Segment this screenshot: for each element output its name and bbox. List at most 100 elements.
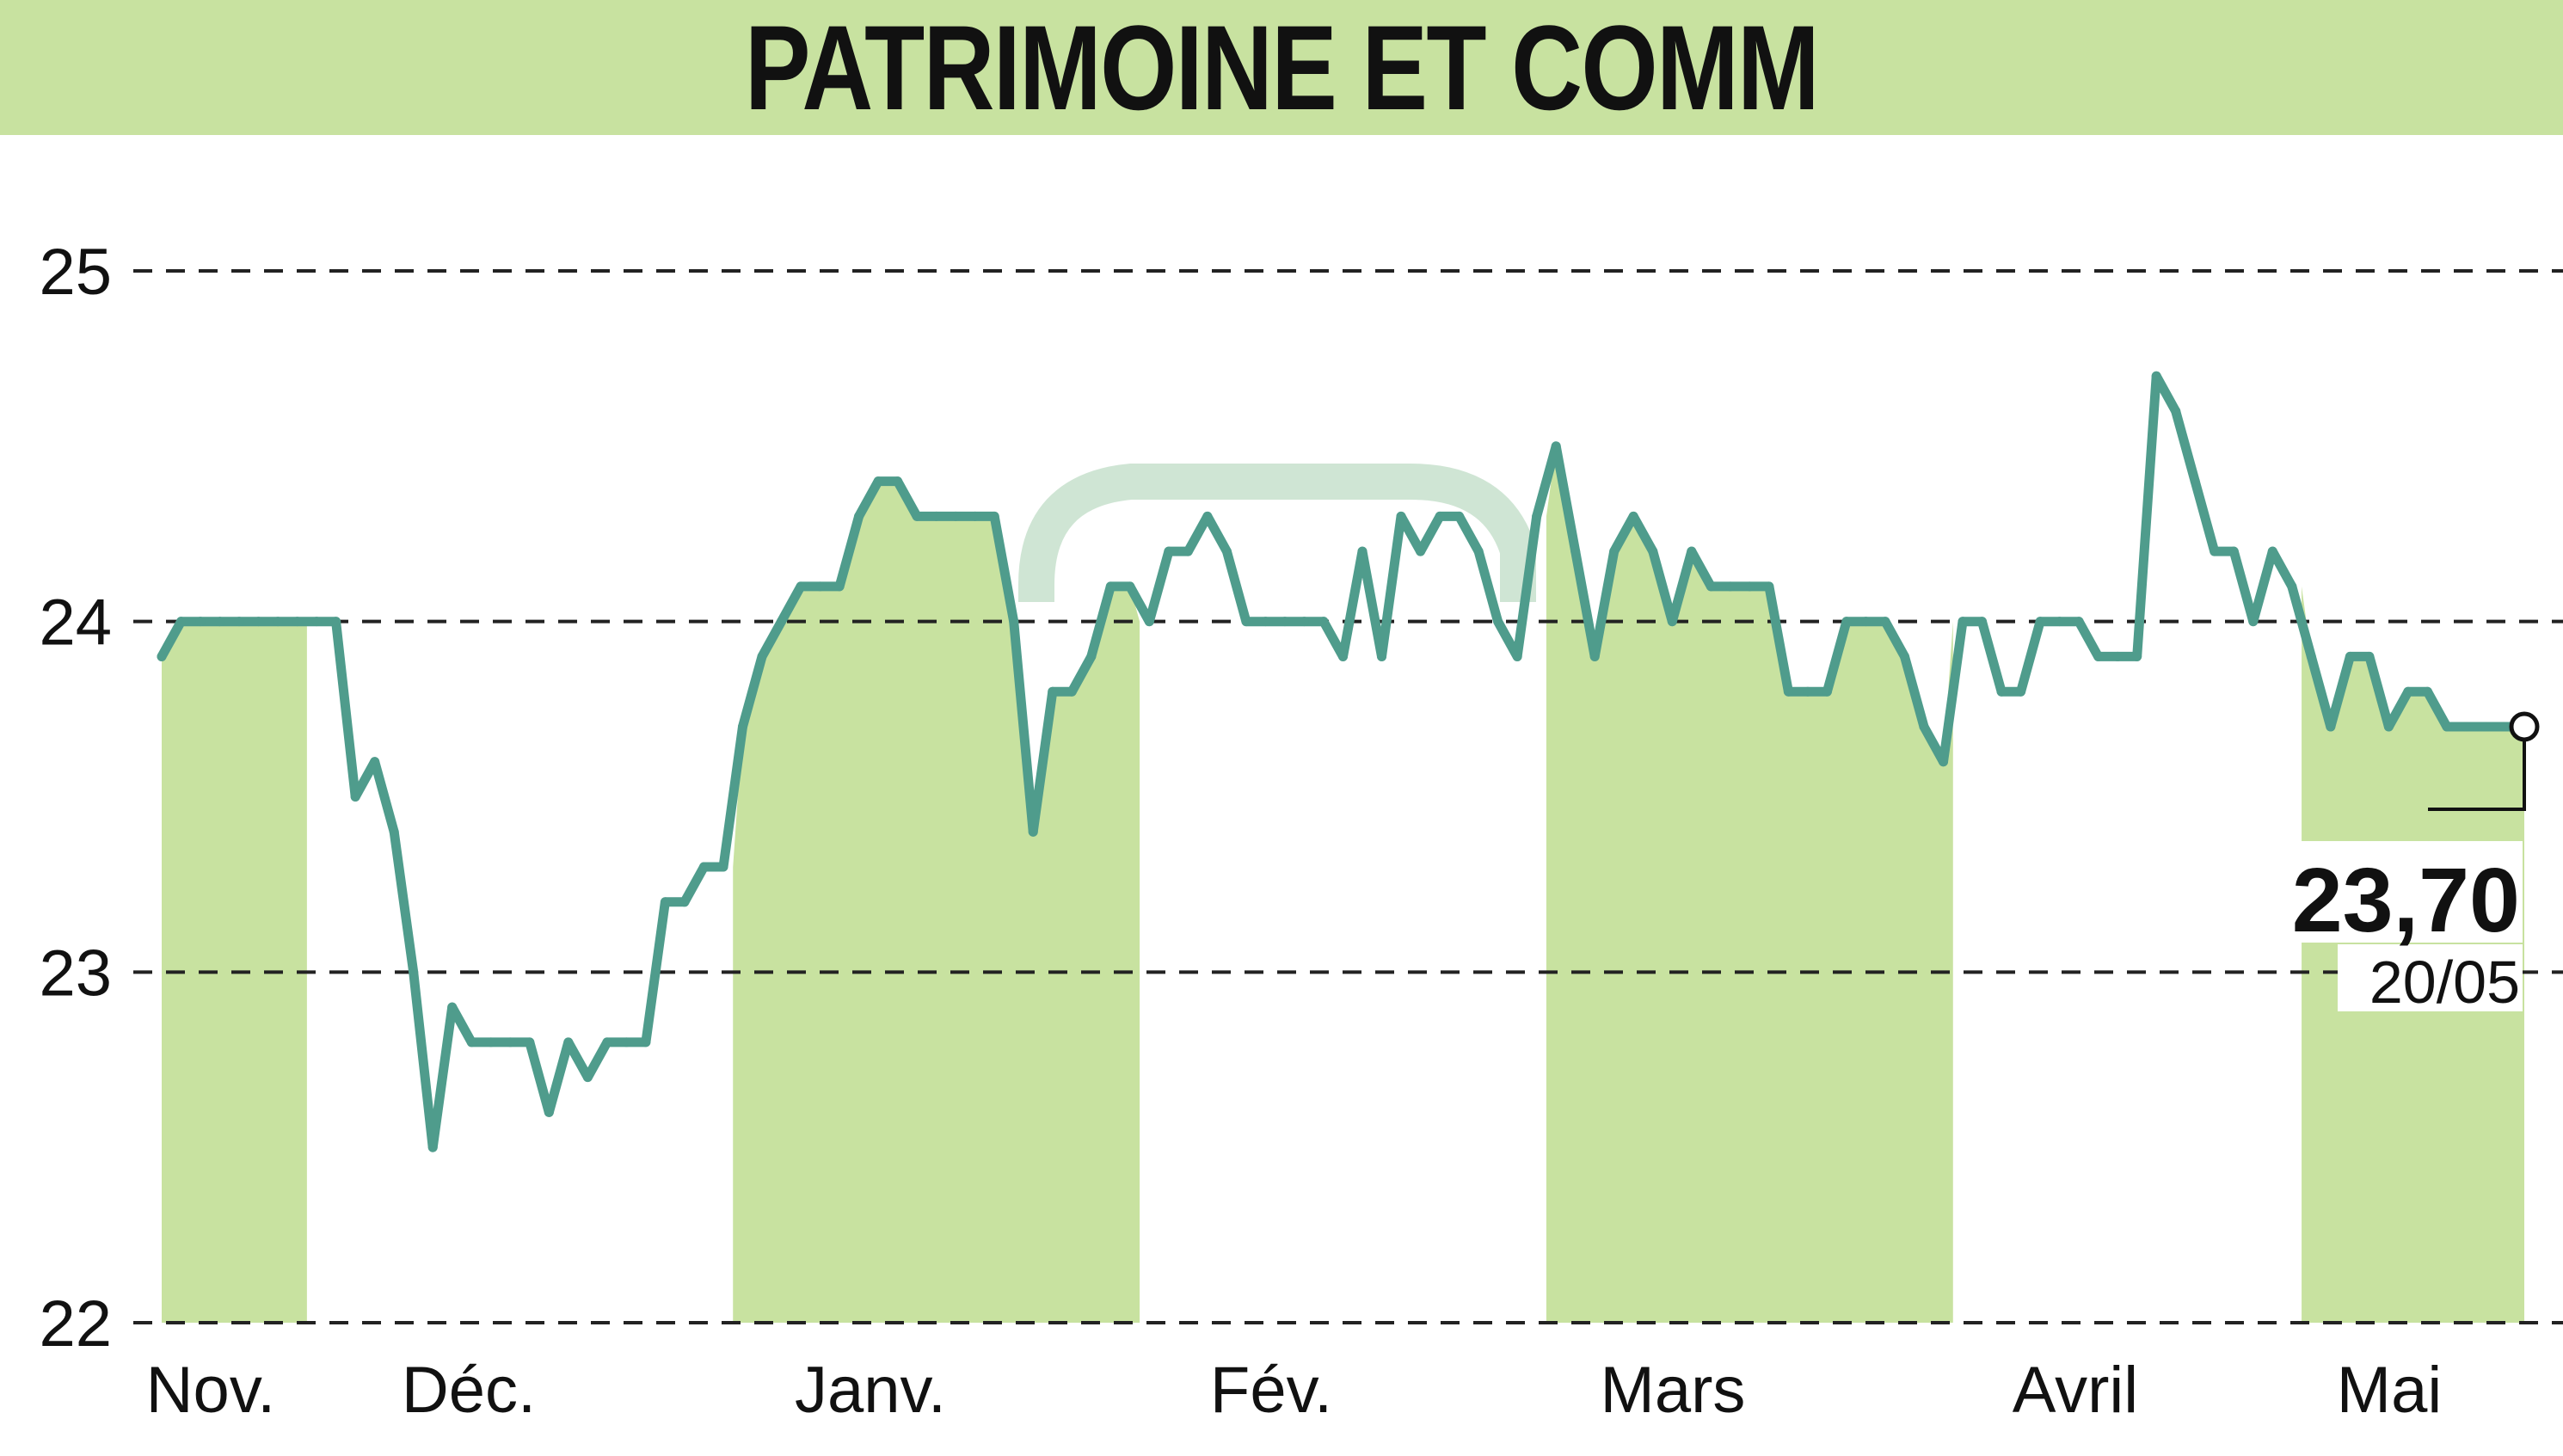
data-point [1338, 651, 1348, 661]
data-point [1725, 581, 1736, 592]
data-point [1144, 617, 1154, 627]
y-tick-label: 24 [39, 587, 112, 660]
data-point [2326, 722, 2336, 732]
callout-value-bg [2277, 841, 2523, 943]
data-point [834, 581, 845, 592]
data-point [777, 617, 787, 627]
x-tick-label: Janv. [795, 1354, 946, 1427]
data-point [1880, 617, 1890, 627]
data-point [2306, 651, 2316, 661]
data-point [2093, 651, 2104, 661]
data-point [1939, 757, 1949, 767]
data-point [2055, 617, 2065, 627]
data-point [1628, 511, 1638, 521]
callout-leader [2428, 739, 2526, 811]
month-band-5 [1546, 445, 1953, 1323]
data-point [157, 651, 167, 661]
y-tick-label: 23 [39, 937, 112, 1010]
x-tick-label: Mars [1601, 1354, 1746, 1427]
data-point [563, 1037, 574, 1047]
x-tick-label: Déc. [402, 1354, 536, 1427]
watermark-arch [1018, 464, 1536, 602]
data-point [757, 651, 767, 661]
x-tick-label: Fév. [1210, 1354, 1332, 1427]
data-point [350, 792, 360, 802]
data-point [1318, 617, 1329, 627]
last-date-label: 20/05 [2369, 949, 2520, 1016]
data-point [582, 1072, 593, 1083]
data-point [1860, 617, 1871, 627]
data-point [1899, 651, 1909, 661]
data-point [1183, 546, 1193, 556]
x-tick-label: Nov. [146, 1354, 276, 1427]
data-point [331, 617, 341, 627]
data-point [505, 1037, 515, 1047]
data-point [1454, 511, 1465, 521]
data-point [1164, 546, 1174, 556]
watermark-logo [1018, 464, 1536, 602]
data-point [1473, 546, 1484, 556]
x-tick-label: Mai [2337, 1354, 2442, 1427]
data-point [292, 617, 303, 627]
data-point [1532, 511, 1542, 521]
data-point [660, 897, 670, 907]
data-point [2016, 686, 2026, 697]
data-point [698, 862, 709, 872]
data-point [1299, 617, 1309, 627]
data-point [544, 1107, 554, 1117]
data-point [989, 511, 999, 521]
last-value-label: 23,70 [2292, 850, 2520, 951]
data-point [1609, 546, 1620, 556]
data-point [2171, 406, 2181, 416]
data-point [176, 617, 187, 627]
data-point [234, 617, 244, 627]
x-tick-label: Avril [2013, 1354, 2138, 1427]
data-point [1706, 581, 1716, 592]
data-point [1241, 617, 1251, 627]
data-point [679, 897, 690, 907]
data-point [1958, 617, 1968, 627]
data-point [621, 1037, 631, 1047]
data-point [912, 511, 922, 521]
price-series [157, 371, 2529, 1152]
data-point [1493, 617, 1503, 627]
data-point [1260, 617, 1270, 627]
data-point [2151, 371, 2161, 381]
data-point [409, 967, 419, 977]
data-point [602, 1037, 612, 1047]
data-point [2364, 651, 2375, 661]
data-point [1028, 826, 1038, 837]
data-point [2210, 546, 2220, 556]
data-point [1551, 441, 1561, 452]
data-point [2112, 651, 2123, 661]
data-point [254, 617, 264, 627]
callout-date-bg [2338, 944, 2523, 1011]
data-point [1280, 617, 1290, 627]
data-point [486, 1037, 496, 1047]
data-point [796, 581, 806, 592]
data-point [2403, 686, 2413, 697]
data-point [273, 617, 283, 627]
data-point [1822, 686, 1832, 697]
data-point [2190, 476, 2200, 487]
data-point [427, 1142, 438, 1152]
data-point [1803, 686, 1813, 697]
y-axis-ticks: 22 23 24 25 [39, 236, 112, 1361]
data-point [1687, 546, 1697, 556]
data-point [1357, 546, 1368, 556]
data-point [1783, 686, 1793, 697]
data-point [1066, 686, 1077, 697]
data-point [1125, 581, 1135, 592]
data-point [1512, 651, 1522, 661]
data-point [447, 1002, 458, 1012]
data-point [1589, 651, 1600, 661]
data-point [311, 617, 322, 627]
data-point [1009, 617, 1019, 627]
data-point [1919, 722, 1929, 732]
data-point [641, 1037, 651, 1047]
data-point [893, 476, 903, 487]
data-point [466, 1037, 476, 1047]
data-point [1105, 581, 1116, 592]
